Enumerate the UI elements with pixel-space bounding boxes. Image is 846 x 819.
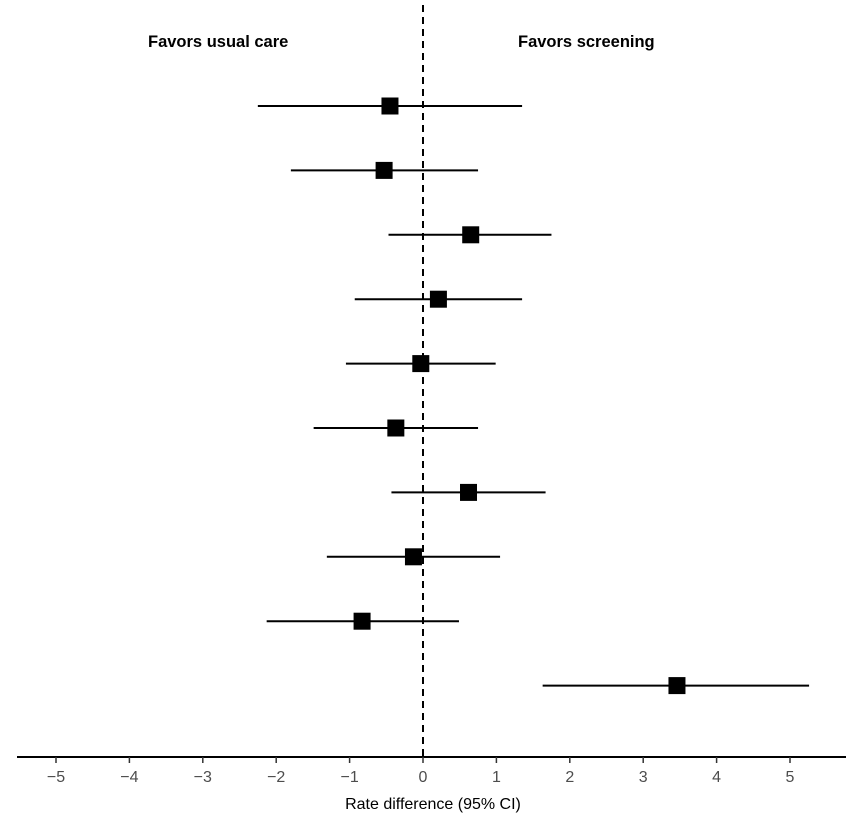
x-tick-label: 1 (492, 769, 501, 786)
x-tick-label: −1 (340, 769, 358, 786)
x-tick-label: 3 (639, 769, 648, 786)
estimate-marker-9 (353, 612, 371, 630)
x-tick-label: 0 (419, 769, 428, 786)
estimate-marker-10 (668, 677, 686, 695)
x-tick-label: −2 (267, 769, 285, 786)
estimate-marker-1 (381, 97, 399, 115)
estimate-marker-5 (412, 355, 430, 373)
x-tick-label: 4 (712, 769, 721, 786)
estimate-marker-8 (404, 548, 422, 566)
x-tick-label: −4 (120, 769, 138, 786)
x-axis-ticks: −5 −4 −3 −2 −1 0 1 2 3 4 5 (47, 757, 795, 786)
estimate-marker-2 (375, 161, 393, 179)
favors-usual-care-label: Favors usual care (148, 33, 289, 51)
x-tick-label: 5 (786, 769, 795, 786)
confidence-intervals (257, 105, 810, 687)
estimate-marker-3 (462, 226, 480, 244)
estimate-marker-4 (429, 290, 447, 308)
x-tick-label: 2 (565, 769, 574, 786)
estimate-markers (353, 97, 686, 695)
x-tick-label: −5 (47, 769, 65, 786)
x-axis-title: Rate difference (95% CI) (345, 796, 521, 813)
x-tick-label: −3 (194, 769, 212, 786)
favors-screening-label: Favors screening (518, 33, 655, 51)
estimate-marker-6 (387, 419, 405, 437)
estimate-marker-7 (460, 483, 478, 501)
